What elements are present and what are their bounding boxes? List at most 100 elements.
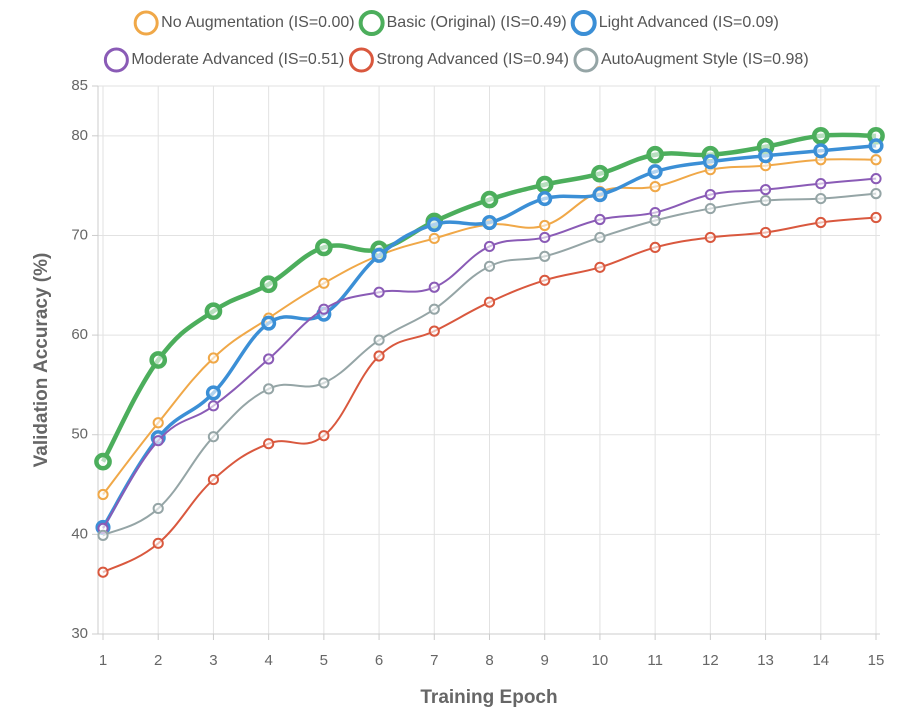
point [594, 213, 606, 226]
point [152, 417, 164, 429]
point [94, 452, 112, 471]
x-tick-label: 12 [702, 652, 719, 669]
legend-marker [103, 47, 129, 73]
x-tick-label: 2 [154, 652, 162, 669]
point [207, 431, 220, 443]
point [759, 226, 772, 239]
point [261, 315, 277, 331]
point [152, 435, 164, 447]
x-tick-label: 8 [485, 652, 493, 669]
legend-label: Moderate Advanced (IS=0.51) [131, 51, 344, 68]
x-tick-label: 11 [647, 652, 663, 669]
point [704, 202, 716, 215]
point [594, 231, 606, 244]
series [97, 211, 882, 578]
point [758, 148, 774, 164]
point [428, 303, 440, 315]
x-tick-label: 14 [812, 652, 829, 669]
x-tick-label: 1 [99, 652, 107, 669]
x-tick-label: 4 [264, 652, 272, 669]
x-tick-label: 7 [430, 652, 438, 669]
point [373, 350, 385, 362]
point [702, 154, 718, 170]
point [259, 275, 278, 294]
point [868, 138, 884, 154]
point [428, 325, 440, 337]
point [373, 286, 385, 298]
x-tick-label: 10 [592, 652, 609, 669]
point [318, 277, 330, 289]
point [649, 241, 661, 254]
point [647, 164, 663, 180]
x-tick-label: 3 [209, 652, 217, 669]
point [704, 189, 716, 201]
legend-label: Strong Advanced (IS=0.94) [376, 51, 569, 68]
point [811, 126, 830, 145]
point [318, 377, 330, 389]
legend-item: AutoAugment Style (IS=0.98) [573, 47, 809, 73]
y-tick-label: 70 [71, 226, 88, 243]
legend-label: AutoAugment Style (IS=0.98) [601, 51, 809, 68]
x-axis-title: Training Epoch [420, 687, 557, 708]
x-tick-label: 9 [541, 652, 549, 669]
point [371, 247, 387, 263]
x-tick-label: 6 [375, 652, 383, 669]
legend-label: Basic (Original) (IS=0.49) [387, 14, 567, 31]
x-tick-label: 15 [868, 652, 885, 669]
series [97, 173, 882, 534]
line [102, 216, 877, 574]
point [813, 143, 829, 159]
point [426, 216, 442, 233]
y-tick-label: 80 [71, 127, 88, 144]
y-tick-label: 40 [71, 525, 88, 542]
point [318, 430, 330, 442]
point [481, 214, 498, 231]
point [483, 296, 496, 308]
point [149, 351, 168, 369]
point [815, 178, 827, 190]
legend-marker [573, 47, 599, 73]
legend-label: Light Advanced (IS=0.09) [599, 14, 779, 31]
point [204, 302, 223, 321]
legend-marker [348, 47, 374, 73]
point [207, 473, 220, 486]
legend-marker [133, 10, 159, 36]
point [428, 281, 440, 293]
point [318, 303, 330, 315]
point [152, 502, 164, 515]
point [97, 488, 109, 501]
legend-item: Light Advanced (IS=0.09) [570, 10, 779, 36]
point [539, 250, 551, 262]
point [205, 385, 221, 401]
point [759, 194, 772, 207]
point [483, 240, 496, 253]
series [97, 188, 882, 541]
point [592, 187, 608, 203]
point [594, 261, 606, 273]
point [646, 145, 664, 164]
x-tick-label: 5 [320, 652, 328, 669]
y-tick-label: 30 [71, 625, 88, 642]
point [704, 231, 716, 244]
x-tick-label: 13 [757, 652, 774, 669]
point [591, 164, 609, 183]
point [97, 529, 109, 541]
point [480, 190, 499, 209]
point [535, 175, 554, 194]
point [649, 181, 661, 193]
point [537, 191, 553, 207]
point [207, 352, 220, 364]
point [263, 383, 275, 395]
point [152, 537, 164, 549]
y-tick-label: 60 [71, 326, 88, 343]
point [870, 211, 882, 224]
point [315, 238, 333, 257]
point [207, 400, 220, 412]
point [759, 184, 772, 196]
point [815, 192, 827, 205]
legend-item: Moderate Advanced (IS=0.51) [103, 47, 344, 73]
y-axis-title: Validation Accuracy (%) [31, 253, 52, 468]
line [102, 192, 877, 537]
